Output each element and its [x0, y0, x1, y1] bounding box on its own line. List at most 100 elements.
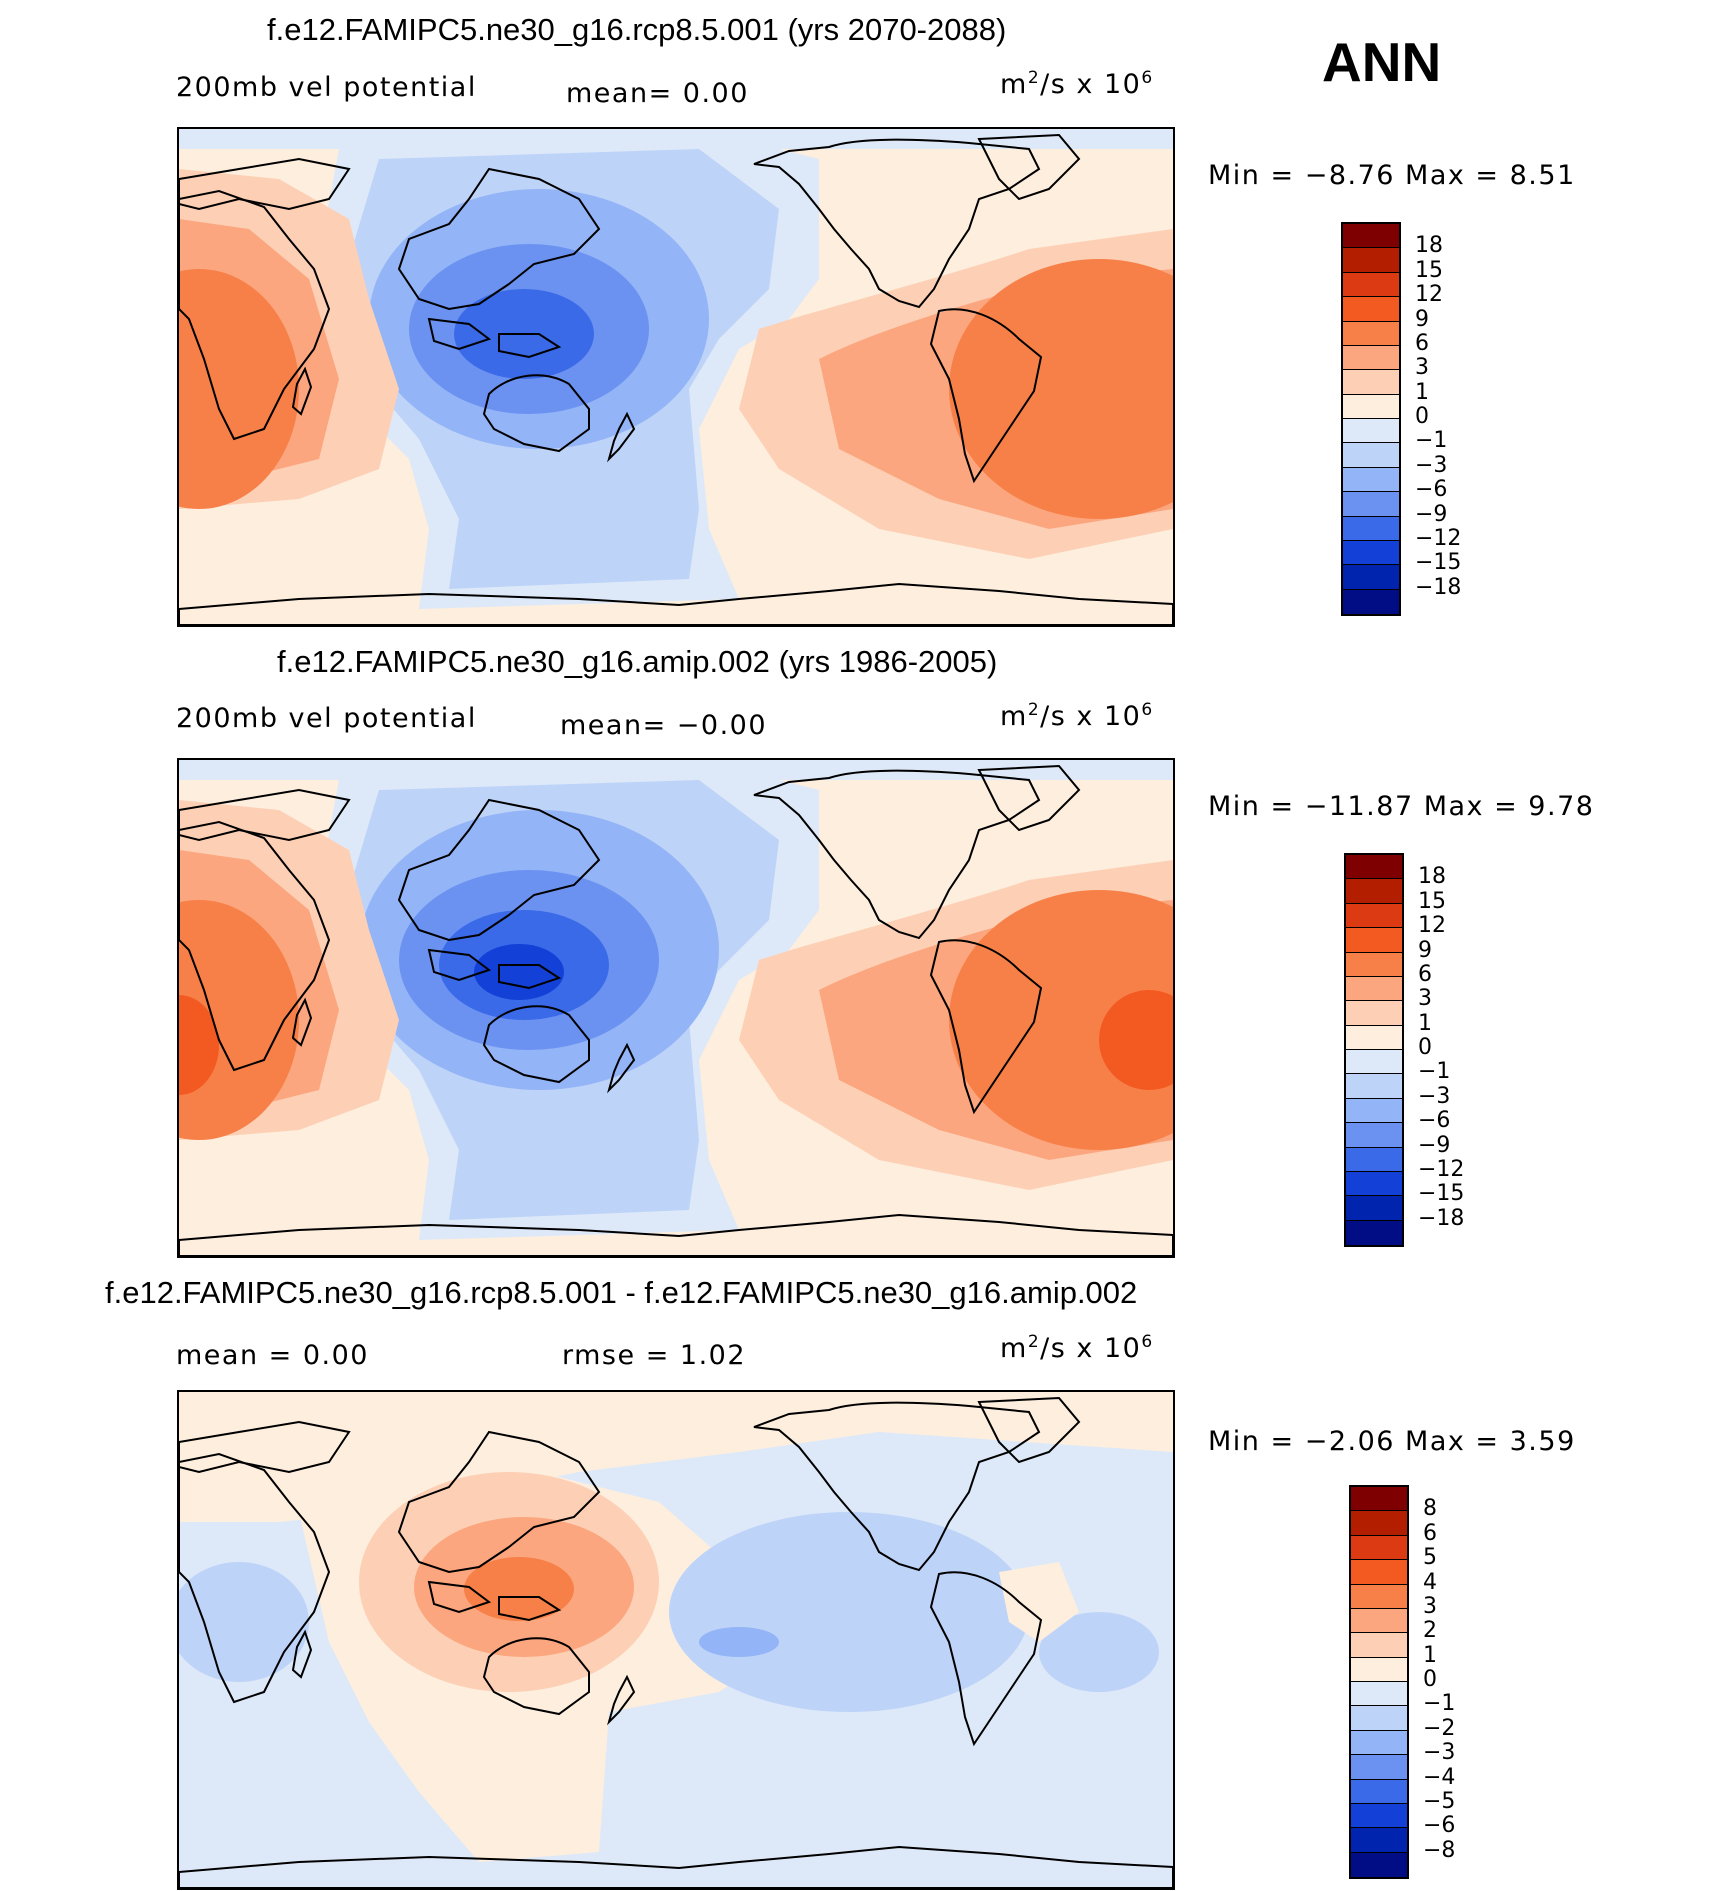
colorbar-tick-label: −12 [1415, 525, 1462, 551]
colorbar-swatch [1351, 1803, 1407, 1829]
colorbar-swatch [1346, 879, 1402, 904]
coastline [482, 1637, 590, 1716]
colorbar-tick-label: −8 [1423, 1837, 1456, 1863]
colorbar-swatch [1343, 516, 1399, 541]
colorbar-swatch [1351, 1511, 1407, 1536]
coastline [179, 1845, 1173, 1888]
coastline [977, 1396, 1081, 1464]
map-field [179, 129, 1173, 625]
coastline [291, 997, 313, 1047]
colorbar-tick-label: 0 [1423, 1667, 1437, 1692]
colorbar-tick-label: 18 [1415, 233, 1443, 259]
colorbar-swatch [1346, 1074, 1402, 1099]
colorbar-tick-label: 18 [1418, 864, 1446, 890]
colorbar [1341, 222, 1401, 616]
colorbar-tick-label: 12 [1418, 913, 1446, 939]
colorbar-tick-label: 2 [1423, 1618, 1437, 1644]
colorbar-swatch [1346, 928, 1402, 953]
colorbar-tick-label: −15 [1418, 1181, 1465, 1207]
coastline [397, 167, 601, 311]
colorbar-tick-label: −4 [1423, 1764, 1456, 1790]
coastline [607, 1042, 636, 1094]
coastline [977, 133, 1081, 201]
colorbar-tick-label: 9 [1415, 306, 1429, 332]
colorbar-tick-label: 15 [1415, 257, 1443, 283]
colorbar-tick-label: −2 [1423, 1715, 1456, 1741]
colorbar-swatch [1343, 272, 1399, 298]
colorbar-tick-label: 6 [1415, 330, 1429, 356]
colorbar-swatch [1343, 321, 1399, 346]
colorbar-swatch [1351, 1706, 1407, 1731]
colorbar-tick-label: −18 [1415, 574, 1462, 600]
colorbar-swatch [1343, 492, 1399, 517]
colorbar-swatch [1346, 1050, 1402, 1075]
coastline [427, 317, 492, 351]
colorbar-swatch [1346, 1147, 1402, 1172]
colorbar-swatch [1346, 1001, 1402, 1026]
colorbar-swatch [1351, 1779, 1407, 1804]
colorbar-swatch [1346, 1196, 1402, 1221]
coastline [397, 1430, 601, 1574]
mean-label: mean = 0.00 [176, 1340, 369, 1371]
colorbar-swatch [1343, 297, 1399, 322]
map-field [179, 760, 1173, 1256]
units-label: m2/s x 106 [1000, 68, 1154, 100]
colorbar-tick-label: −9 [1415, 501, 1448, 527]
colorbar-tick-label: 9 [1418, 937, 1432, 963]
difference-map [177, 1390, 1175, 1890]
mean-label: mean= −0.00 [560, 710, 768, 741]
coastline [397, 798, 601, 942]
colorbar-tick-label: 4 [1423, 1569, 1437, 1595]
velocity-potential-map [177, 758, 1175, 1258]
coastline [179, 1213, 1173, 1256]
colorbar-swatch [1343, 467, 1399, 493]
coastline [753, 769, 1041, 940]
colorbar-tick-label: −15 [1415, 550, 1462, 576]
coastline [427, 1580, 492, 1614]
colorbar-swatch [1351, 1682, 1407, 1707]
colorbar-tick-label: 12 [1415, 282, 1443, 308]
colorbar-swatch [1346, 855, 1402, 880]
colorbar-swatch [1343, 370, 1399, 395]
coastline [179, 820, 331, 1072]
colorbar-swatch [1343, 540, 1399, 566]
coastline [179, 582, 1173, 625]
coastline [498, 964, 562, 990]
colorbar-swatch [1343, 419, 1399, 444]
colorbar-tick-label: 6 [1423, 1520, 1437, 1546]
colorbar-swatch [1343, 589, 1399, 614]
colorbar [1344, 853, 1404, 1247]
units-label: m2/s x 106 [1000, 700, 1154, 732]
colorbar-tick-label: −5 [1423, 1788, 1456, 1814]
colorbar-swatch [1343, 248, 1399, 273]
coastline [179, 1420, 351, 1474]
coastline [291, 1629, 313, 1679]
colorbar-tick-label: −3 [1423, 1740, 1456, 1766]
colorbar-swatch [1351, 1657, 1407, 1682]
colorbar-tick-label: −9 [1418, 1132, 1451, 1158]
colorbar-tick-label: −6 [1423, 1813, 1456, 1839]
coastline [929, 308, 1043, 484]
variable-label: 200mb vel potential [176, 72, 477, 103]
colorbar-swatch [1346, 1098, 1402, 1124]
colorbar-tick-label: −6 [1415, 477, 1448, 503]
colorbar-swatch [1343, 443, 1399, 468]
colorbar-tick-label: 1 [1415, 379, 1429, 405]
colorbar-tick-label: −6 [1418, 1108, 1451, 1134]
colorbar-tick-label: 3 [1418, 986, 1432, 1012]
colorbar-swatch [1346, 952, 1402, 977]
coastline [179, 189, 331, 441]
colorbar-tick-label: 0 [1418, 1035, 1432, 1060]
colorbar-swatch [1346, 903, 1402, 929]
coastline [498, 333, 562, 359]
colorbar-swatch [1351, 1730, 1407, 1756]
rmse-label: rmse = 1.02 [562, 1340, 747, 1371]
colorbar-swatch [1343, 565, 1399, 590]
colorbar-swatch [1351, 1852, 1407, 1877]
colorbar-tick-label: −1 [1415, 428, 1448, 454]
colorbar-swatch [1346, 1123, 1402, 1148]
colorbar-swatch [1346, 1171, 1402, 1197]
coastline [482, 374, 590, 453]
colorbar-tick-label: 1 [1423, 1642, 1437, 1668]
colorbar-tick-label: 5 [1423, 1545, 1437, 1571]
